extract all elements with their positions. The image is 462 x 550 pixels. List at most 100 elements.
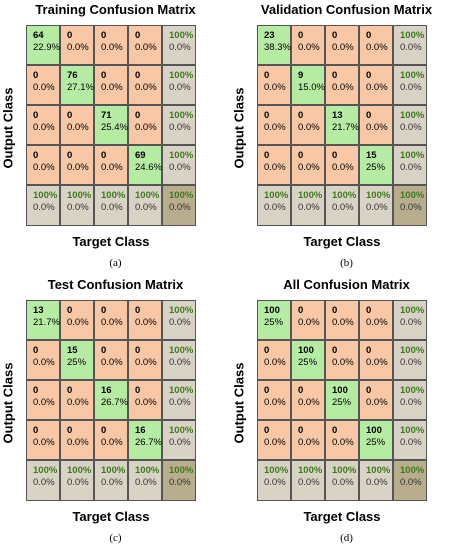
row-summary-cell: 100% 0.0% (393, 300, 427, 340)
matrix-cell: 13 21.7% (325, 105, 359, 145)
cell-value: 100% (169, 305, 194, 316)
x-axis-label: Target Class (303, 509, 381, 524)
matrix-cell: 15 25% (60, 340, 94, 380)
matrix-grid: 13 21.7% 0 0.0% 0 0.0% 0 0.0% 100% 0.0% 0 0.0% 15 25%… (26, 300, 196, 501)
cell-value: 100% (169, 345, 194, 356)
matrix-cell: 0 0.0% (128, 25, 162, 65)
chart-title: Test Confusion Matrix (47, 277, 184, 292)
cell-percent: 0.0% (33, 122, 55, 133)
cell-value: 0 (332, 150, 338, 161)
matrix-cell: 0 0.0% (359, 105, 393, 145)
cell-value: 0 (67, 305, 73, 316)
confusion-matrix-panel: All Confusion Matrix Output Class 100 25%… (231, 275, 462, 550)
row-summary-cell: 100% 0.0% (162, 25, 196, 65)
cell-value: 100% (366, 190, 391, 201)
cell-percent: 0.0% (67, 317, 89, 328)
column-summary-cell: 100% 0.0% (359, 185, 393, 226)
overall-accuracy-cell: 100% 0.0% (393, 460, 427, 501)
cell-value: 0 (298, 425, 304, 436)
cell-percent: 0.0% (366, 317, 388, 328)
cell-percent: 25% (67, 357, 87, 368)
matrix-cell: 0 0.0% (291, 145, 325, 185)
matrix-cell: 100 25% (325, 380, 359, 420)
cell-percent: 0.0% (33, 397, 55, 408)
cell-value: 100% (67, 465, 92, 476)
matrix-cell: 64 22.9% (26, 25, 60, 65)
cell-value: 0 (67, 30, 73, 41)
cell-value: 100 (264, 305, 280, 316)
cell-percent: 0.0% (366, 477, 388, 488)
cell-value: 0 (33, 70, 39, 81)
cell-value: 100% (400, 70, 425, 81)
row-summary-cell: 100% 0.0% (162, 380, 196, 420)
cell-percent: 0.0% (264, 437, 286, 448)
cell-percent: 21.7% (33, 317, 60, 328)
matrix-cell: 0 0.0% (26, 380, 60, 420)
matrix-cell: 0 0.0% (291, 380, 325, 420)
y-axis-label: Output Class (0, 87, 16, 169)
cell-percent: 0.0% (400, 202, 422, 213)
cell-value: 64 (33, 30, 44, 41)
cell-value: 0 (264, 110, 270, 121)
cell-value: 100% (400, 345, 425, 356)
cell-value: 100% (332, 465, 357, 476)
cell-value: 23 (264, 30, 275, 41)
row-summary-cell: 100% 0.0% (162, 65, 196, 105)
matrix-cell: 13 21.7% (26, 300, 60, 340)
cell-value: 0 (298, 305, 304, 316)
cell-value: 100% (264, 190, 289, 201)
cell-value: 0 (264, 70, 270, 81)
cell-percent: 0.0% (135, 357, 157, 368)
matrix-cell: 0 0.0% (291, 300, 325, 340)
cell-value: 100% (33, 190, 58, 201)
cell-percent: 0.0% (332, 437, 354, 448)
cell-value: 0 (332, 345, 338, 356)
cell-percent: 0.0% (298, 42, 320, 53)
cell-percent: 0.0% (264, 122, 286, 133)
matrix-cell: 0 0.0% (94, 300, 128, 340)
cell-percent: 0.0% (33, 477, 55, 488)
panel-label: (d) (340, 532, 353, 544)
cell-value: 0 (67, 110, 73, 121)
cell-percent: 0.0% (332, 202, 354, 213)
cell-value: 100% (101, 465, 126, 476)
column-summary-cell: 100% 0.0% (291, 185, 325, 226)
row-summary-cell: 100% 0.0% (393, 25, 427, 65)
cell-value: 100% (169, 110, 194, 121)
cell-percent: 0.0% (400, 42, 422, 53)
matrix-cell: 0 0.0% (325, 25, 359, 65)
panel-label: (b) (340, 257, 353, 269)
matrix-cell: 100 25% (257, 300, 291, 340)
cell-value: 0 (33, 150, 39, 161)
matrix-cell: 0 0.0% (26, 105, 60, 145)
cell-value: 0 (33, 110, 39, 121)
x-axis-label: Target Class (303, 234, 381, 249)
column-summary-cell: 100% 0.0% (26, 460, 60, 501)
matrix-cell: 9 15.0% (291, 65, 325, 105)
cell-value: 0 (298, 150, 304, 161)
cell-percent: 0.0% (135, 82, 157, 93)
row-summary-cell: 100% 0.0% (393, 145, 427, 185)
matrix-cell: 0 0.0% (94, 65, 128, 105)
cell-percent: 0.0% (298, 202, 320, 213)
cell-value: 0 (366, 305, 372, 316)
column-summary-cell: 100% 0.0% (257, 185, 291, 226)
cell-percent: 0.0% (400, 477, 422, 488)
matrix-cell: 0 0.0% (359, 25, 393, 65)
matrix-cell: 0 0.0% (26, 145, 60, 185)
matrix-cell: 0 0.0% (257, 340, 291, 380)
matrix-cell: 0 0.0% (60, 145, 94, 185)
cell-value: 0 (298, 110, 304, 121)
matrix-cell: 0 0.0% (257, 420, 291, 460)
column-summary-cell: 100% 0.0% (325, 185, 359, 226)
column-summary-cell: 100% 0.0% (94, 185, 128, 226)
cell-percent: 0.0% (298, 437, 320, 448)
cell-value: 76 (67, 70, 78, 81)
cell-percent: 0.0% (101, 477, 123, 488)
cell-value: 0 (33, 425, 39, 436)
column-summary-cell: 100% 0.0% (94, 460, 128, 501)
matrix-cell: 71 25.4% (94, 105, 128, 145)
cell-value: 0 (135, 305, 141, 316)
cell-percent: 0.0% (169, 357, 191, 368)
matrix-cell: 0 0.0% (60, 380, 94, 420)
